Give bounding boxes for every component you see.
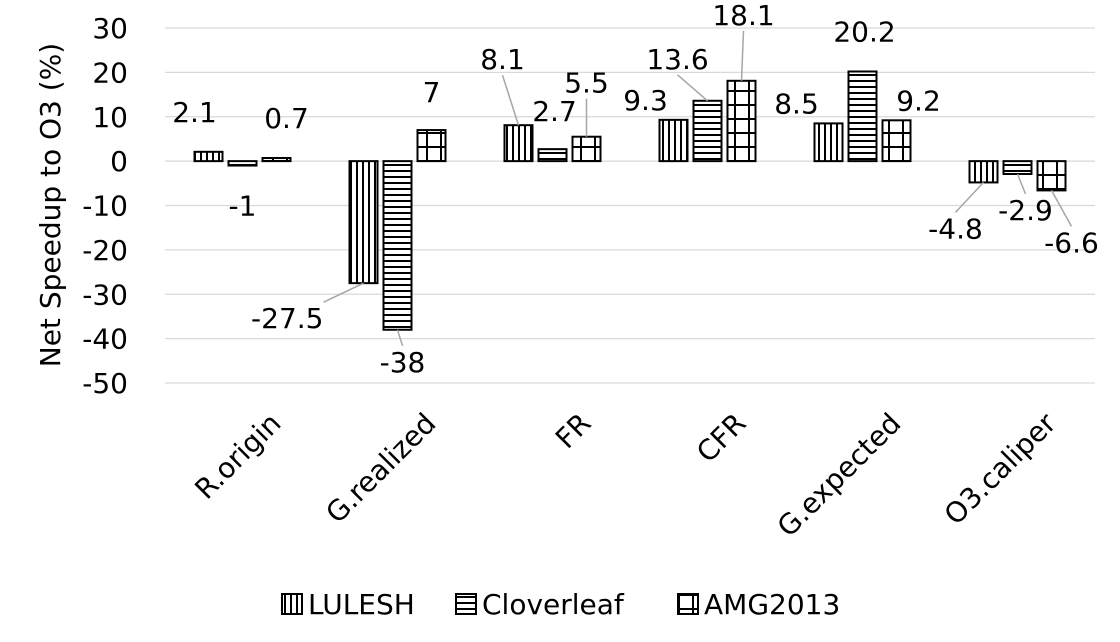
label-leader-line <box>1016 173 1027 195</box>
label-leader-line <box>954 181 985 213</box>
bar-amg2013-fr <box>571 135 602 163</box>
y-tick-label: -50 <box>82 367 128 400</box>
bar-lulesh-fr <box>503 124 534 163</box>
legend-item-lulesh: LULESH <box>281 588 415 621</box>
bars <box>193 70 1067 331</box>
data-label: 18.1 <box>712 0 774 32</box>
bar-lulesh-g-realized <box>348 160 379 285</box>
data-label: -27.5 <box>251 302 323 335</box>
bar-cloverleaf-g-expected <box>847 70 878 163</box>
bar-lulesh-g-expected <box>813 122 844 163</box>
data-labels: 2.1 -1 0.7 -27.5 -38 7 8.12.75.5 9.3 13.618.1 8.5… <box>172 0 1099 379</box>
bar-cloverleaf-g-realized <box>382 160 413 331</box>
data-label: 20.2 <box>833 15 895 48</box>
label-leader-line <box>323 282 364 303</box>
bar-cloverleaf-o3-caliper <box>1002 160 1033 175</box>
bar-cloverleaf-cfr <box>692 99 723 163</box>
data-label: 9.2 <box>896 84 941 117</box>
bar-amg2013-cfr <box>726 79 757 163</box>
legend-item-cloverleaf: Cloverleaf <box>455 588 625 621</box>
y-tick-label: 30 <box>92 12 128 45</box>
y-tick-label: -40 <box>82 323 128 356</box>
bar-lulesh-cfr <box>658 118 689 163</box>
bar-lulesh-r-origin <box>193 150 224 163</box>
data-label: -38 <box>380 346 426 379</box>
legend-label: AMG2013 <box>704 588 840 621</box>
label-leader-line <box>740 30 745 81</box>
legend-swatch <box>677 593 699 615</box>
x-category-label: FR <box>549 407 597 455</box>
label-leader-line <box>677 74 708 102</box>
x-category-label: G.realized <box>319 407 442 530</box>
x-category-label: O3.caliper <box>938 406 1063 531</box>
y-tick-label: -20 <box>82 234 128 267</box>
y-tick-label: 0 <box>110 145 128 178</box>
y-tick-label: -30 <box>82 278 128 311</box>
y-tick-label: 10 <box>92 101 128 134</box>
data-label: 2.1 <box>172 96 217 129</box>
bar-amg2013-o3-caliper <box>1036 160 1067 192</box>
bar-cloverleaf-r-origin <box>227 160 258 167</box>
data-label: -6.6 <box>1044 226 1099 259</box>
bar-cloverleaf-fr <box>537 148 568 163</box>
data-label: 2.7 <box>532 95 577 128</box>
y-axis-ticks: 30 20 10 0 -10 -20 -30 -40 -50 <box>82 12 128 400</box>
bar-lulesh-o3-caliper <box>968 160 999 184</box>
y-tick-label: -10 <box>82 190 128 223</box>
bar-amg2013-g-realized <box>416 129 447 163</box>
data-label: -2.9 <box>998 194 1053 227</box>
data-label: 0.7 <box>264 102 309 135</box>
x-category-label: CFR <box>690 407 752 469</box>
data-label: 9.3 <box>623 84 668 117</box>
bar-amg2013-r-origin <box>261 157 292 163</box>
legend-swatch <box>455 593 477 615</box>
y-tick-label: 20 <box>92 56 128 89</box>
gridlines <box>165 27 1095 384</box>
legend: LULESH Cloverleaf AMG2013 <box>281 588 840 621</box>
legend-swatch <box>281 593 303 615</box>
data-label: 13.6 <box>646 43 708 76</box>
x-category-label: G.expected <box>771 407 908 544</box>
x-category-label: R.origin <box>188 407 287 506</box>
label-leader-line <box>1050 190 1073 227</box>
data-label: 8.1 <box>480 43 525 76</box>
legend-item-amg2013: AMG2013 <box>677 588 840 621</box>
data-label: -4.8 <box>928 212 983 245</box>
bar-amg2013-g-expected <box>881 119 912 163</box>
legend-label: Cloverleaf <box>482 588 625 621</box>
data-label: 7 <box>423 76 441 109</box>
data-label: -1 <box>229 190 257 223</box>
label-leader-lines <box>323 30 1073 346</box>
label-leader-line <box>396 329 404 346</box>
data-label: 5.5 <box>564 67 609 100</box>
data-label: 8.5 <box>774 87 819 120</box>
label-leader-line <box>501 74 520 126</box>
x-axis-categories: R.origin G.realized FR CFR G.expected O3.cali… <box>188 406 1062 543</box>
legend-label: LULESH <box>308 588 415 621</box>
y-axis-label: Net Speedup to O3 (%) <box>34 43 67 367</box>
